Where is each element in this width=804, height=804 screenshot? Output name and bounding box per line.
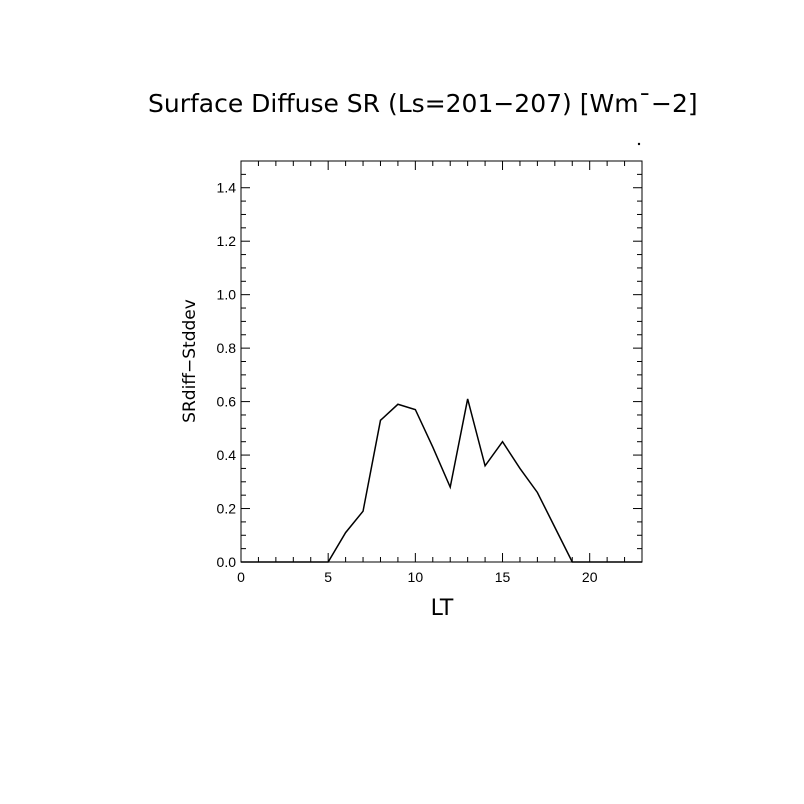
y-tick-label: 0.2 bbox=[217, 501, 237, 517]
x-axis-title: LT bbox=[431, 596, 454, 621]
y-axis: 0.0 0.2 0.4 0.6 0.8 1.0 1.2 1.4 bbox=[217, 160, 642, 570]
x-tick-label: 10 bbox=[408, 569, 424, 585]
y-tick-label: 1.2 bbox=[217, 233, 237, 249]
y-axis-title: SRdiff−Stddev bbox=[180, 299, 200, 423]
y-tick-label: 0.4 bbox=[217, 447, 237, 463]
y-tick-label: 0.6 bbox=[217, 394, 237, 410]
y-tick-label: 1.4 bbox=[217, 180, 237, 196]
y-tick-label: 0.0 bbox=[217, 554, 237, 570]
y-tick-label: 1.0 bbox=[217, 287, 237, 303]
x-tick-label: 15 bbox=[495, 569, 511, 585]
corner-dot bbox=[637, 142, 641, 146]
x-tick-label: 0 bbox=[237, 569, 245, 585]
x-tick-label: 20 bbox=[582, 569, 598, 585]
y-tick-label: 0.8 bbox=[217, 340, 237, 356]
x-axis: 0 5 10 15 20 bbox=[237, 161, 643, 585]
series-line bbox=[241, 398, 642, 563]
x-tick-label: 5 bbox=[324, 569, 332, 585]
plot-series bbox=[241, 398, 642, 563]
plot-frame bbox=[240, 160, 643, 563]
chart-title: Surface Diffuse SR (Ls=201−207) [Wm¯−2] bbox=[148, 89, 698, 118]
